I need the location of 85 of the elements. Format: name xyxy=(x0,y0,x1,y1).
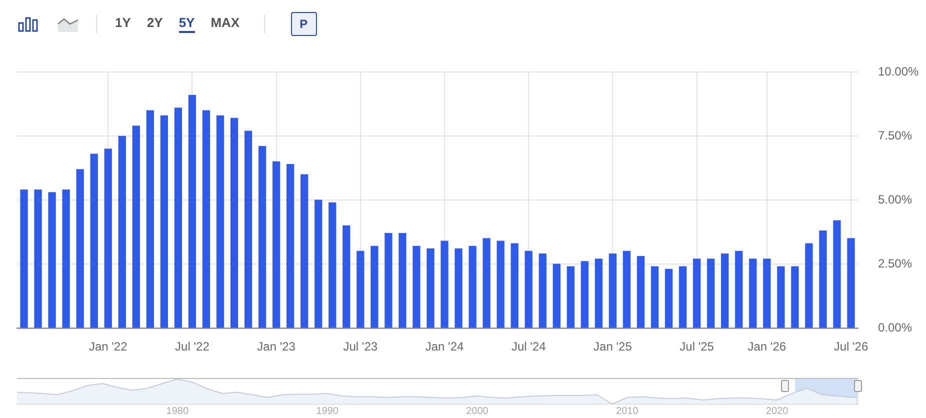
bar xyxy=(356,250,364,328)
bar xyxy=(735,250,743,328)
bar xyxy=(426,248,434,328)
bar xyxy=(398,233,406,328)
bar xyxy=(819,230,827,328)
bar xyxy=(721,253,729,328)
bar xyxy=(272,161,280,328)
bar xyxy=(678,266,687,328)
bar xyxy=(510,243,518,328)
bar xyxy=(454,248,462,328)
x-tick-label: Jan '25 xyxy=(594,340,632,354)
bar xyxy=(132,126,140,328)
bar xyxy=(48,192,56,328)
x-tick-label: 2010 xyxy=(616,406,639,417)
x-tick-label: Jan '26 xyxy=(748,340,786,354)
bar xyxy=(552,264,560,328)
bar xyxy=(524,250,532,328)
x-tick-label: Jul '25 xyxy=(680,340,714,354)
bar xyxy=(76,169,84,328)
x-tick-label: 2000 xyxy=(466,406,489,417)
bar xyxy=(146,110,154,328)
bar xyxy=(230,118,238,328)
x-tick-label: Jul '26 xyxy=(834,340,868,354)
x-tick-label: 1990 xyxy=(316,406,339,417)
y-tick-label: 5.00% xyxy=(878,192,912,206)
bar xyxy=(160,115,168,328)
y-tick-label: 0.00% xyxy=(878,320,912,334)
bar xyxy=(188,94,196,328)
bar xyxy=(202,110,210,328)
x-tick-label: 1980 xyxy=(166,406,189,417)
bar xyxy=(328,202,336,328)
bar xyxy=(314,200,322,328)
text: MAX xyxy=(210,15,240,32)
bar xyxy=(104,148,112,328)
bar xyxy=(286,164,294,328)
x-tick-label: 2020 xyxy=(766,406,789,417)
bar xyxy=(777,266,785,328)
bar xyxy=(608,253,617,328)
bar xyxy=(692,258,701,328)
bar xyxy=(749,258,757,328)
bar xyxy=(244,130,252,328)
text: 2Y xyxy=(146,15,163,32)
bar xyxy=(482,238,490,328)
bar xyxy=(118,136,126,328)
y-tick-label: 2.50% xyxy=(878,256,912,270)
x-tick-label: Jul '23 xyxy=(343,340,378,354)
bar xyxy=(847,238,855,328)
bar xyxy=(566,266,574,328)
x-tick-label: Jan '24 xyxy=(425,340,464,354)
bar xyxy=(650,266,659,328)
bar xyxy=(763,258,771,328)
y-tick-label: 7.50% xyxy=(878,128,912,142)
bar xyxy=(636,256,645,328)
bar xyxy=(468,246,476,328)
bar xyxy=(174,108,182,328)
text: 5Y xyxy=(178,15,195,33)
bar xyxy=(580,261,589,328)
y-tick-label: 10.00% xyxy=(878,64,920,79)
bar xyxy=(706,258,715,328)
bar xyxy=(412,246,420,328)
text: P xyxy=(290,12,317,36)
x-tick-label: Jul '22 xyxy=(175,340,210,354)
bar xyxy=(496,240,504,328)
bar xyxy=(342,225,350,328)
bar xyxy=(90,154,98,328)
bar xyxy=(791,266,799,328)
bar xyxy=(538,253,546,328)
bar xyxy=(664,268,673,328)
bar xyxy=(34,190,42,328)
bar xyxy=(833,220,841,328)
x-tick-label: Jan '22 xyxy=(88,340,128,354)
x-tick-label: Jul '24 xyxy=(511,340,546,354)
bar xyxy=(258,146,266,328)
text: 1Y xyxy=(115,15,131,32)
bar xyxy=(384,233,392,328)
bar xyxy=(62,190,70,328)
bar xyxy=(805,243,813,328)
bar xyxy=(300,174,308,328)
bar xyxy=(594,258,603,328)
bar xyxy=(216,115,224,328)
bar xyxy=(440,240,448,328)
x-tick-label: Jan '23 xyxy=(257,340,296,354)
bar xyxy=(20,190,28,328)
bar xyxy=(622,250,631,328)
bar xyxy=(370,246,378,328)
